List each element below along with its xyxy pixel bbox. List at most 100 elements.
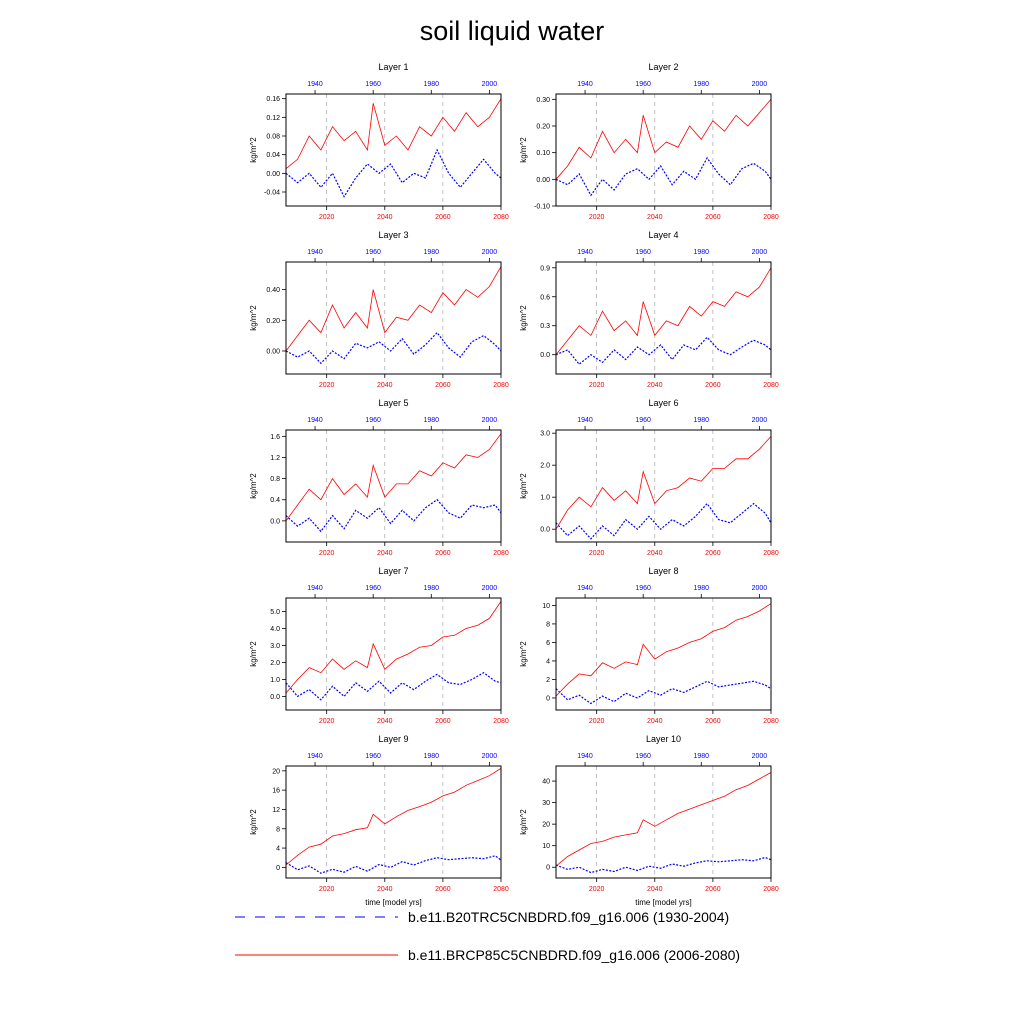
x-tick-label-bottom: 2080 bbox=[493, 550, 509, 557]
y-axis-label: kg/m^2 bbox=[249, 137, 258, 163]
series-line-hist bbox=[285, 148, 502, 198]
series-line-hist bbox=[285, 855, 502, 874]
x-tick-label-top: 2000 bbox=[482, 81, 498, 88]
panel-title: Layer 9 bbox=[378, 734, 408, 744]
x-tick-label-bottom: 2080 bbox=[763, 382, 779, 389]
x-tick-label-bottom: 2040 bbox=[377, 718, 393, 725]
x-tick-label-top: 2000 bbox=[752, 81, 768, 88]
x-tick-label-bottom: 2020 bbox=[319, 718, 335, 725]
chart-panel-layer-6: Layer 6 3.0 2.0 1.0 0.0 2020 2040 2060 2080 1940 1… bbox=[519, 398, 779, 557]
y-tick-label: 0.0 bbox=[270, 694, 280, 701]
chart-panel-layer-7: Layer 7 5.0 4.0 3.0 2.0 1.0 0.0 2020 2040 2060 208… bbox=[249, 566, 509, 725]
x-tick-label-bottom: 2040 bbox=[647, 382, 663, 389]
x-tick-label-bottom: 2020 bbox=[589, 214, 605, 221]
y-tick-label: 0.0 bbox=[270, 518, 280, 525]
y-tick-label: 1.0 bbox=[540, 495, 550, 502]
x-tick-label-bottom: 2080 bbox=[493, 382, 509, 389]
y-tick-label: 0.16 bbox=[266, 96, 280, 103]
chart-panel-layer-10: Layer 10 40 30 20 10 0 2020 2040 2060 2080 1940 196… bbox=[519, 734, 779, 907]
x-tick-label-top: 1940 bbox=[577, 249, 593, 256]
panel-title: Layer 10 bbox=[646, 734, 681, 744]
y-tick-label: 8 bbox=[546, 621, 550, 628]
x-tick-label-bottom: 2080 bbox=[493, 214, 509, 221]
y-tick-label: 0.10 bbox=[536, 150, 550, 157]
plot-frame bbox=[285, 261, 502, 375]
y-tick-label: 0.40 bbox=[266, 287, 280, 294]
y-axis-label: kg/m^2 bbox=[249, 641, 258, 667]
series-line-hist bbox=[555, 856, 772, 874]
series-line-hist bbox=[555, 680, 772, 705]
x-tick-label-top: 1940 bbox=[307, 417, 323, 424]
x-tick-label-top: 2000 bbox=[752, 249, 768, 256]
x-tick-label-top: 2000 bbox=[482, 585, 498, 592]
x-tick-label-bottom: 2060 bbox=[705, 214, 721, 221]
x-tick-label-top: 1960 bbox=[365, 753, 381, 760]
x-tick-label-bottom: 2080 bbox=[763, 214, 779, 221]
chart-panel-layer-9: Layer 9 20 16 12 8 4 0 2020 2040 2060 2080 1940 1960… bbox=[249, 734, 509, 907]
x-axis-label: time [model yrs] bbox=[635, 898, 691, 907]
y-tick-label: 0.20 bbox=[266, 318, 280, 325]
y-tick-label: 20 bbox=[542, 822, 550, 829]
series-line-hist bbox=[285, 331, 502, 365]
y-tick-label: 0.00 bbox=[536, 177, 550, 184]
x-tick-label-bottom: 2040 bbox=[647, 550, 663, 557]
x-tick-label-bottom: 2060 bbox=[435, 718, 451, 725]
y-tick-label: 0.3 bbox=[540, 323, 550, 330]
series-line-hist bbox=[285, 671, 502, 701]
legend: b.e11.B20TRC5CNBDRD.f09_g16.006 (1930-20… bbox=[235, 909, 740, 963]
y-tick-label: 0.04 bbox=[266, 152, 280, 159]
x-tick-label-top: 1960 bbox=[635, 585, 651, 592]
y-tick-label: 1.0 bbox=[270, 677, 280, 684]
y-tick-label: 0.00 bbox=[266, 171, 280, 178]
x-tick-label-top: 2000 bbox=[752, 753, 768, 760]
y-tick-label: 0.20 bbox=[536, 124, 550, 131]
x-tick-label-bottom: 2080 bbox=[763, 550, 779, 557]
x-tick-label-top: 1980 bbox=[693, 753, 709, 760]
y-tick-label: 0.0 bbox=[540, 527, 550, 534]
y-tick-label: 3.0 bbox=[540, 431, 550, 438]
y-tick-label: 10 bbox=[542, 843, 550, 850]
x-tick-label-bottom: 2040 bbox=[647, 214, 663, 221]
series-line-future bbox=[285, 768, 502, 866]
series-line-future bbox=[285, 98, 502, 170]
chart-panel-layer-1: Layer 1 0.16 0.12 0.08 0.04 0.00 -0.04 2020 2040… bbox=[249, 62, 509, 221]
x-tick-label-top: 1960 bbox=[365, 585, 381, 592]
y-tick-label: 6 bbox=[546, 640, 550, 647]
chart-panel-layer-5: Layer 5 1.6 1.2 0.8 0.4 0.0 2020 2040 2060 2080 19… bbox=[249, 398, 509, 557]
y-tick-label: 4.0 bbox=[270, 626, 280, 633]
series-line-future bbox=[285, 433, 502, 522]
y-tick-label: 0.9 bbox=[540, 265, 550, 272]
x-tick-label-bottom: 2020 bbox=[319, 886, 335, 893]
y-tick-label: 12 bbox=[272, 807, 280, 814]
panel-title: Layer 3 bbox=[378, 230, 408, 240]
y-axis-label: kg/m^2 bbox=[249, 305, 258, 331]
x-tick-label-top: 2000 bbox=[482, 753, 498, 760]
plot-frame bbox=[285, 597, 502, 711]
x-tick-label-bottom: 2020 bbox=[319, 382, 335, 389]
x-tick-label-top: 1960 bbox=[365, 417, 381, 424]
y-tick-label: 0.4 bbox=[270, 497, 280, 504]
x-tick-label-top: 1940 bbox=[577, 753, 593, 760]
y-tick-label: 0.08 bbox=[266, 134, 280, 141]
x-tick-label-top: 1980 bbox=[693, 81, 709, 88]
y-tick-label: 20 bbox=[272, 768, 280, 775]
x-tick-label-top: 1980 bbox=[423, 249, 439, 256]
x-tick-label-bottom: 2080 bbox=[493, 886, 509, 893]
series-line-future bbox=[285, 266, 502, 352]
series-line-future bbox=[555, 603, 772, 697]
y-tick-label: 2.0 bbox=[270, 660, 280, 667]
plot-frame bbox=[285, 93, 502, 207]
series-line-hist bbox=[555, 336, 772, 366]
x-tick-label-top: 1960 bbox=[365, 81, 381, 88]
plot-frame bbox=[555, 93, 772, 207]
x-tick-label-bottom: 2080 bbox=[493, 718, 509, 725]
x-tick-label-bottom: 2060 bbox=[705, 550, 721, 557]
panel-title: Layer 4 bbox=[648, 230, 678, 240]
series-line-future bbox=[285, 601, 502, 694]
x-tick-label-top: 1940 bbox=[577, 417, 593, 424]
x-tick-label-top: 1940 bbox=[307, 753, 323, 760]
y-tick-label: 0 bbox=[276, 865, 280, 872]
x-tick-label-bottom: 2040 bbox=[377, 550, 393, 557]
panel-title: Layer 1 bbox=[378, 62, 408, 72]
